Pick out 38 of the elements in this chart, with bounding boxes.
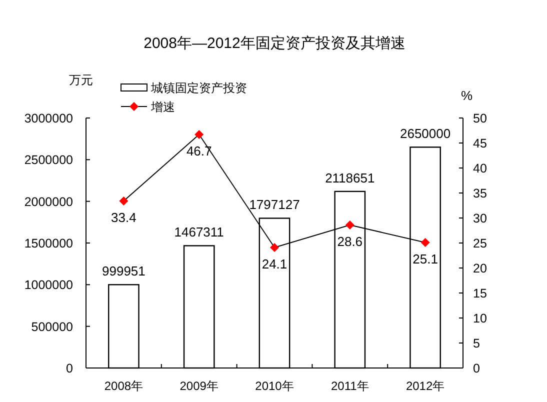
data-label: 33.4 (111, 210, 136, 225)
y2-tick: 50 (473, 112, 487, 126)
y-tick: 2500000 (24, 153, 73, 168)
y-tick: 1500000 (24, 236, 73, 250)
ylabel: 万元 (69, 73, 93, 87)
y2-tick: 25 (473, 236, 487, 250)
y2-tick: 35 (473, 186, 487, 200)
data-label: 24.1 (262, 256, 288, 272)
data-label: 2118651 (325, 170, 375, 186)
y2-tick: 20 (473, 262, 487, 276)
y2-tick: 0 (473, 362, 480, 376)
data-label: 25.1 (412, 252, 438, 266)
y2-tick: 40 (473, 162, 487, 176)
x-tick: 2012年 (406, 379, 445, 393)
y2-tick: 15 (473, 286, 487, 300)
y2-tick: 5 (473, 336, 480, 350)
x-tick: 2011年 (331, 379, 369, 393)
x-tick: 2010年 (255, 379, 294, 393)
y-tick: 1000000 (24, 278, 73, 292)
y-tick: 500000 (31, 320, 73, 334)
data-label: 1467311 (174, 224, 224, 240)
y-tick: 0 (66, 362, 73, 376)
title: 2008年—2012年固定资产投资及其增速 (144, 35, 406, 52)
legend-label: 城镇固定资产投资 (151, 81, 247, 95)
data-label: 28.6 (337, 234, 363, 249)
y2-tick: 45 (473, 136, 487, 150)
data-label: 46.7 (186, 144, 212, 158)
y2label: % (461, 88, 473, 103)
x-tick: 2008年 (104, 379, 144, 393)
legend-label: 增速 (151, 100, 175, 114)
data-label: 999951 (102, 264, 146, 279)
x-tick: 2009年 (180, 379, 218, 393)
y-tick: 3000000 (24, 112, 73, 126)
data-label: 2650000 (400, 126, 451, 142)
y2-tick: 30 (473, 212, 487, 226)
data-label: 1797127 (249, 197, 300, 212)
y-tick: 2000000 (24, 194, 73, 209)
y2-tick: 10 (473, 312, 487, 326)
